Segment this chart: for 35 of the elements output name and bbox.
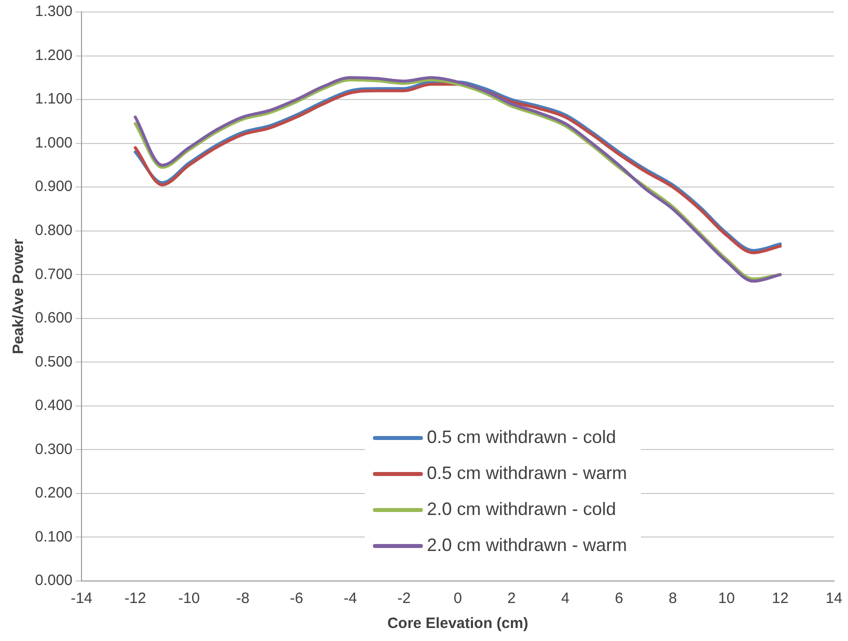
y-axis-title: Peak/Ave Power [10, 238, 28, 354]
x-tick-label: 10 [718, 590, 735, 608]
x-axis-title: Core Elevation (cm) [387, 615, 528, 632]
x-tick-label: -4 [344, 590, 357, 608]
x-tick-label: -6 [290, 590, 304, 608]
y-tick-label: 0.300 [34, 440, 73, 458]
y-tick-label: 0.900 [34, 178, 73, 196]
x-tick-label: 12 [772, 590, 789, 608]
x-tick-label: -14 [70, 590, 92, 608]
y-tick-label: 0.800 [34, 222, 73, 239]
y-tick-label: 0.100 [34, 528, 73, 546]
y-tick-label: 0.400 [34, 397, 73, 414]
y-tick-label: 0.200 [34, 484, 73, 502]
legend-label: 0.5 cm withdrawn - warm [426, 462, 627, 483]
y-tick-label: 1.100 [34, 90, 73, 108]
y-tick-label: 0.600 [34, 310, 73, 327]
x-tick-label: 14 [826, 590, 842, 608]
legend-label: 2.0 cm withdrawn - cold [426, 498, 616, 519]
x-tick-label: 6 [614, 590, 624, 608]
x-tick-label: -2 [397, 590, 411, 608]
x-tick-label: 0 [454, 590, 462, 608]
x-tick-label: -12 [124, 590, 146, 608]
legend-label: 2.0 cm withdrawn - warm [426, 534, 627, 555]
y-tick-label: 1.300 [34, 3, 73, 20]
y-tick-label: 1.000 [34, 134, 73, 152]
y-tick-label: 0.000 [34, 572, 73, 590]
x-tick-label: 2 [507, 590, 516, 608]
x-tick-label: -10 [178, 590, 200, 608]
y-tick-label: 1.200 [34, 46, 73, 64]
y-tick-label: 0.700 [34, 266, 73, 283]
x-tick-label: 4 [561, 590, 570, 608]
y-tick-label: 0.500 [34, 353, 73, 370]
legend-label: 0.5 cm withdrawn - cold [426, 426, 616, 447]
x-tick-label: -8 [236, 590, 250, 608]
x-tick-label: 8 [668, 590, 677, 608]
